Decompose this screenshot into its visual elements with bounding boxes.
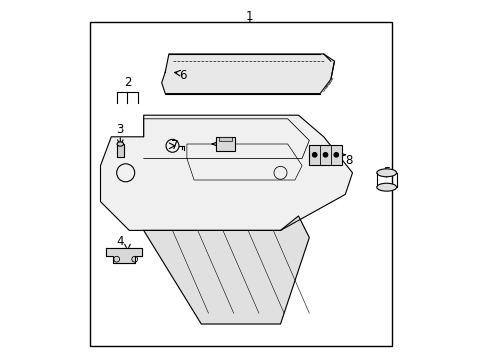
Bar [117,144,123,157]
Text: 5: 5 [382,166,389,179]
Polygon shape [106,248,142,263]
Bar [219,137,231,141]
Ellipse shape [376,169,396,177]
Text: 9: 9 [224,139,232,152]
Text: 6: 6 [179,69,187,82]
Circle shape [323,153,327,157]
Polygon shape [162,54,334,94]
Text: 8: 8 [345,154,352,167]
Text: 7: 7 [170,139,178,152]
Circle shape [312,153,316,157]
Text: 2: 2 [123,76,131,89]
Text: 3: 3 [116,123,124,136]
Text: 4: 4 [116,235,124,248]
Circle shape [333,153,338,157]
Polygon shape [143,216,309,324]
Polygon shape [101,115,352,230]
Text: 1: 1 [245,10,253,23]
FancyBboxPatch shape [308,145,342,165]
Bar [215,137,235,151]
Ellipse shape [117,142,123,146]
Ellipse shape [376,183,396,191]
Bar [89,22,391,346]
